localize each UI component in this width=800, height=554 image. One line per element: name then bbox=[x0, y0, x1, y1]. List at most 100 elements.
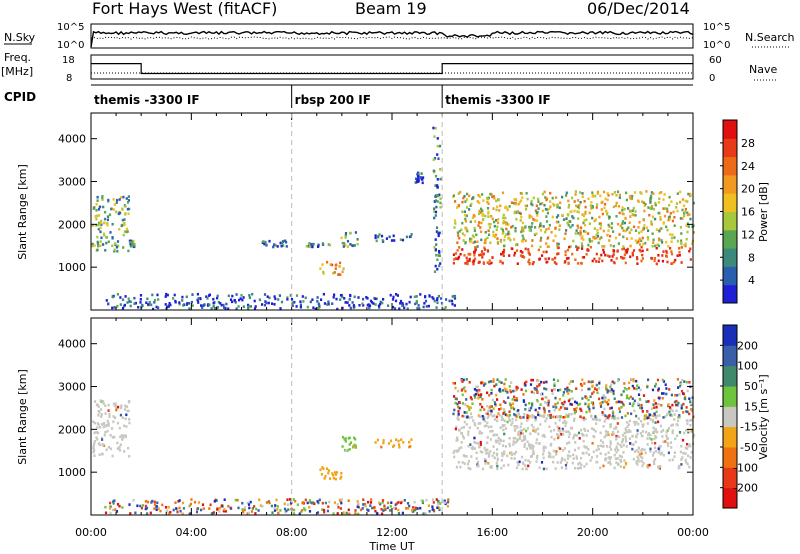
range-cell bbox=[529, 447, 532, 450]
range-cell bbox=[481, 398, 484, 401]
range-cell bbox=[578, 461, 581, 465]
range-cell bbox=[452, 253, 455, 256]
range-cell bbox=[586, 248, 589, 251]
range-cell bbox=[482, 417, 485, 421]
colorbar-swatch bbox=[723, 248, 737, 267]
range-cell bbox=[133, 296, 136, 300]
range-cell bbox=[212, 297, 215, 301]
range-cell bbox=[623, 386, 626, 390]
range-cell bbox=[554, 422, 557, 425]
range-cell bbox=[464, 241, 467, 244]
range-cell bbox=[496, 457, 499, 461]
range-cell bbox=[588, 240, 591, 243]
range-cell bbox=[579, 231, 582, 235]
range-cell bbox=[95, 203, 98, 206]
range-cell bbox=[509, 451, 512, 455]
range-cell bbox=[660, 191, 663, 194]
range-cell bbox=[119, 296, 122, 299]
range-cell bbox=[645, 226, 648, 230]
range-cell bbox=[600, 201, 603, 204]
range-cell bbox=[112, 508, 115, 512]
range-cell bbox=[585, 446, 588, 449]
range-cell bbox=[409, 295, 412, 299]
range-cell bbox=[141, 303, 144, 307]
range-cell bbox=[675, 202, 679, 205]
range-cell bbox=[470, 397, 473, 401]
range-cell bbox=[609, 385, 612, 389]
range-cell bbox=[104, 210, 107, 214]
range-cell bbox=[454, 397, 457, 400]
range-cell bbox=[615, 426, 618, 430]
range-cell bbox=[321, 242, 324, 246]
range-cell bbox=[632, 213, 635, 217]
range-cell bbox=[515, 398, 519, 402]
range-cell bbox=[545, 396, 548, 399]
range-cell bbox=[618, 193, 621, 197]
range-cell bbox=[446, 504, 449, 508]
range-cell bbox=[463, 411, 466, 414]
range-cell bbox=[510, 451, 513, 454]
range-cell bbox=[599, 444, 602, 447]
range-cell bbox=[684, 242, 687, 246]
range-cell bbox=[465, 206, 469, 209]
range-cell bbox=[600, 253, 603, 257]
range-cell bbox=[302, 300, 305, 303]
range-cell bbox=[469, 396, 472, 399]
range-cell bbox=[116, 249, 119, 253]
range-cell bbox=[159, 509, 162, 513]
range-cell bbox=[585, 410, 588, 414]
range-cell bbox=[654, 244, 657, 248]
range-cell bbox=[416, 172, 419, 176]
range-cell bbox=[467, 433, 470, 436]
range-cell bbox=[267, 500, 270, 503]
range-cell bbox=[458, 406, 461, 410]
range-cell bbox=[229, 298, 233, 301]
range-cell bbox=[490, 425, 493, 428]
range-cell bbox=[481, 415, 484, 418]
range-cell bbox=[478, 415, 481, 418]
range-cell bbox=[630, 412, 633, 416]
range-cell bbox=[521, 221, 524, 225]
range-cell bbox=[618, 211, 621, 215]
range-cell bbox=[532, 426, 535, 429]
range-cell bbox=[212, 305, 215, 308]
range-cell bbox=[659, 218, 662, 221]
range-cell bbox=[320, 473, 323, 476]
range-cell bbox=[210, 307, 213, 310]
range-cell bbox=[538, 258, 541, 261]
range-cell bbox=[107, 403, 110, 407]
range-cell bbox=[216, 294, 219, 298]
range-cell bbox=[577, 232, 580, 235]
range-cell bbox=[552, 428, 556, 432]
range-cell bbox=[509, 238, 512, 242]
range-cell bbox=[370, 498, 373, 501]
range-cell bbox=[574, 232, 577, 235]
range-cell bbox=[593, 227, 596, 230]
range-cell bbox=[389, 509, 392, 512]
range-cell bbox=[533, 233, 537, 237]
range-cell bbox=[638, 248, 641, 252]
range-cell bbox=[112, 208, 115, 211]
range-cell bbox=[146, 297, 149, 301]
range-cell bbox=[531, 244, 534, 248]
range-cell bbox=[496, 205, 499, 208]
range-cell bbox=[642, 242, 645, 246]
range-cell bbox=[519, 219, 522, 222]
range-cell bbox=[316, 300, 319, 303]
range-cell bbox=[247, 305, 250, 308]
range-cell bbox=[92, 420, 95, 423]
velocity-colorbar-tick-label: 15 bbox=[744, 400, 758, 413]
range-cell bbox=[247, 503, 251, 506]
range-cell bbox=[609, 407, 612, 410]
range-cell bbox=[477, 224, 480, 227]
range-cell bbox=[537, 207, 540, 210]
range-cell bbox=[646, 466, 650, 469]
range-cell bbox=[432, 126, 435, 130]
range-cell bbox=[371, 506, 374, 510]
range-cell bbox=[520, 199, 523, 202]
range-cell bbox=[604, 453, 607, 456]
range-cell bbox=[631, 253, 634, 257]
range-cell bbox=[477, 194, 480, 197]
range-cell bbox=[648, 463, 651, 467]
